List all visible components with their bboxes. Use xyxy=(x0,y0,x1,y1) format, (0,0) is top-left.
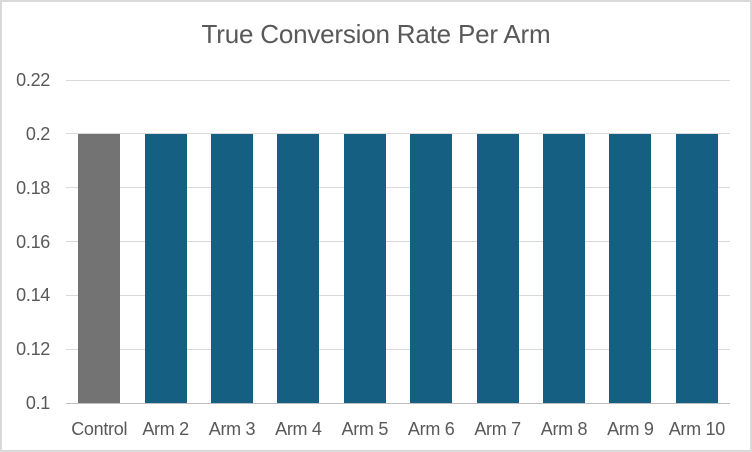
gridline xyxy=(66,79,730,81)
x-axis-category-label: Arm 2 xyxy=(142,419,189,439)
y-axis-tick-label: 0.18 xyxy=(16,177,50,198)
y-axis-tick-label: 0.16 xyxy=(16,231,50,252)
x-axis-category-label: Arm 4 xyxy=(275,419,322,439)
gridline xyxy=(66,241,730,242)
x-axis-line xyxy=(66,403,730,404)
x-axis-category-label: Arm 8 xyxy=(540,419,588,439)
x-axis-category-label: Arm 7 xyxy=(474,419,521,439)
bar-arm-10 xyxy=(675,133,718,403)
bar-arm-3 xyxy=(211,133,253,403)
y-axis-tick-label: 0.2 xyxy=(25,123,50,144)
x-axis-category-label: Arm 3 xyxy=(208,419,256,439)
chart-title: True Conversion Rate Per Arm xyxy=(201,19,551,49)
x-axis-category-label: Arm 10 xyxy=(668,419,726,439)
gridline xyxy=(66,294,730,296)
bar-arm-9 xyxy=(609,133,652,403)
gridline xyxy=(66,133,730,135)
bar-arm-6 xyxy=(410,133,453,403)
y-axis-tick-label: 0.1 xyxy=(25,393,50,413)
x-axis-category-label: Arm 5 xyxy=(341,419,389,439)
bar-arm-8 xyxy=(543,133,585,403)
y-axis-tick-label: 0.14 xyxy=(16,285,50,306)
gridline xyxy=(66,348,730,350)
x-axis-category-label: Arm 9 xyxy=(607,419,654,439)
bar-arm-5 xyxy=(343,133,386,403)
y-axis-tick-label: 0.12 xyxy=(16,339,50,360)
bar-arm-2 xyxy=(144,133,187,403)
bar-arm-4 xyxy=(277,133,320,403)
bar-control xyxy=(78,133,121,403)
gridline xyxy=(66,187,730,189)
x-axis-category-label: Control xyxy=(71,419,128,439)
x-axis-category-label: Arm 6 xyxy=(407,419,455,439)
y-axis-tick-label: 0.22 xyxy=(16,70,50,90)
bar-arm-7 xyxy=(476,133,519,403)
